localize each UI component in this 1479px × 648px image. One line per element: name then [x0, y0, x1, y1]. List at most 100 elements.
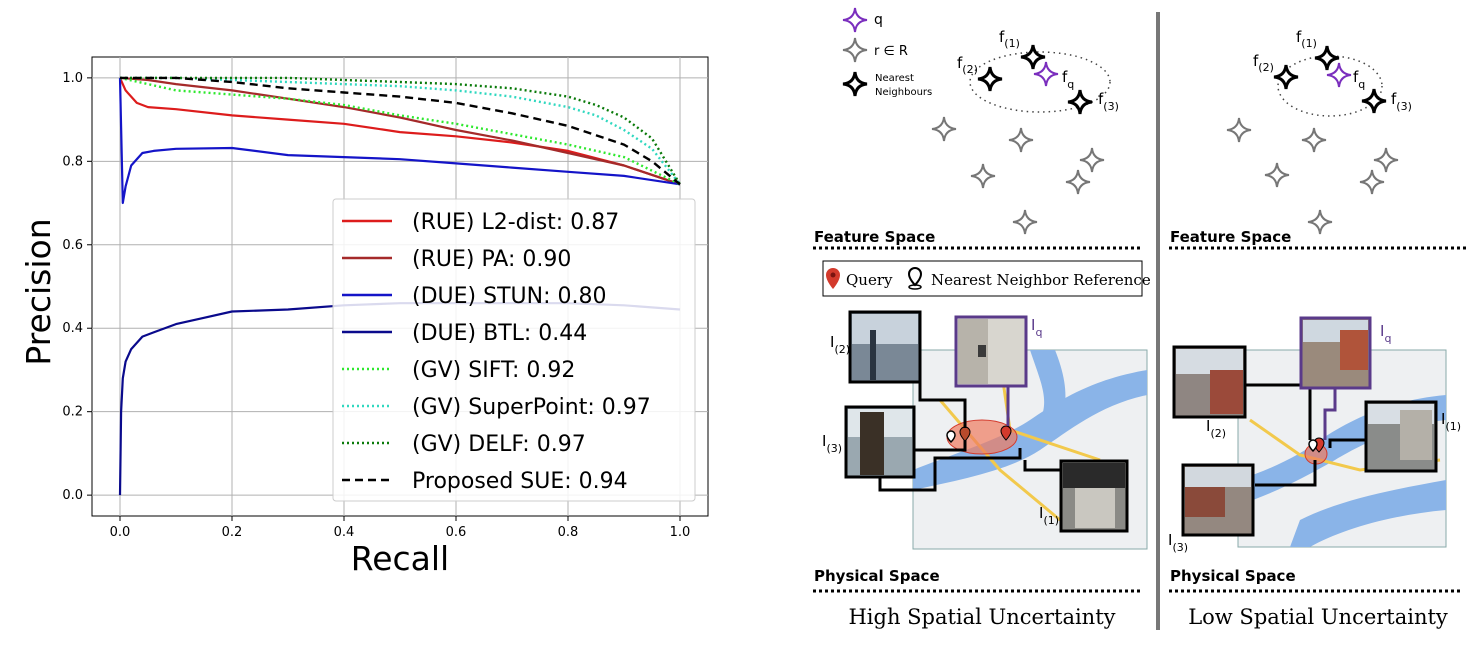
photo-i1	[1364, 400, 1438, 473]
y-tick-label: 0.6	[62, 238, 83, 253]
series-line-6	[120, 76, 682, 185]
map-legend-nn: Nearest Neighbor Reference	[931, 271, 1151, 289]
physical-space-label: Physical Space	[814, 567, 940, 585]
uncertainty-diagram: q r ∈ R Nearest Neighbours f(1) f(2) fq …	[813, 7, 1468, 630]
ref-star-icon	[1226, 117, 1252, 143]
legend-label-4: (GV) SIFT: 0.92	[412, 358, 575, 383]
nn-star-icon	[842, 71, 868, 97]
physical-space-high: I(2) Iq I(3) I(1) Physical Space High Sp…	[813, 310, 1148, 629]
i3-label: I(3)	[822, 432, 842, 455]
physical-space-low: Iq I(2) I(1) I(3) Physical Space Low Spa…	[1168, 316, 1462, 629]
y-tick-label: 0.8	[62, 154, 83, 169]
feature-space-label: Feature Space	[1170, 228, 1291, 246]
ref-star-icon	[1301, 127, 1327, 153]
f3-label: f(3)	[1098, 90, 1119, 113]
f1-label: f(1)	[1296, 28, 1317, 50]
map-river	[1030, 350, 1066, 425]
legend-label-0: (RUE) L2-dist: 0.87	[412, 210, 619, 235]
y-tick-label: 0.4	[62, 321, 83, 336]
legend-query-label: q	[874, 12, 883, 28]
map-legend-query: Query	[846, 271, 893, 289]
fq-label: fq	[1353, 68, 1365, 91]
y-ticks: 0.0 0.2 0.4 0.6 0.8 1.0	[62, 71, 92, 503]
legend-entries: (RUE) L2-dist: 0.87 (RUE) PA: 0.90 (DUE) S…	[342, 210, 651, 494]
series-line-5	[120, 76, 681, 186]
nn-star-2-icon	[977, 66, 1003, 92]
query-pin-icon	[826, 268, 840, 289]
pr-chart: 0.0 0.2 0.4 0.6 0.8 1.0 0.0 0.2 0.4 0.6 0.8 1.0 Re…	[19, 56, 709, 578]
y-tick-label: 0.0	[62, 488, 83, 503]
series-line-2	[118, 77, 681, 205]
query-pin-dot	[830, 272, 836, 278]
ref-star-icon	[1008, 127, 1034, 153]
query-star-icon	[842, 7, 868, 33]
series-line-0	[118, 77, 681, 186]
query-pin-icon	[1000, 425, 1012, 441]
connector-line	[1328, 438, 1366, 448]
legend-nn-label-2: Neighbours	[875, 87, 932, 98]
i1-label: I(1)	[1039, 504, 1059, 527]
photo-iq	[954, 315, 1028, 388]
photo-i1	[1059, 459, 1129, 533]
ref-star-icon	[1359, 169, 1385, 195]
ref-star-icon	[970, 163, 996, 189]
iq-label: Iq	[1031, 316, 1042, 339]
legend-label-3: (DUE) BTL: 0.44	[412, 321, 587, 346]
ref-star-icon	[1079, 147, 1105, 173]
legend-label-2: (DUE) STUN: 0.80	[412, 284, 606, 309]
nn-ellipse	[1277, 55, 1383, 117]
i2-label: I(2)	[830, 333, 850, 356]
x-tick-label: 0.6	[446, 525, 467, 540]
ref-star-icon	[1012, 209, 1038, 235]
map-legend-box	[822, 260, 1143, 297]
f2-label: f(2)	[957, 54, 978, 76]
y-axis-label: Precision	[19, 218, 58, 365]
x-tick-label: 0.8	[558, 525, 579, 540]
nn-pin-base	[908, 284, 922, 290]
i3-label: I(3)	[1168, 531, 1188, 554]
connector-line	[915, 440, 967, 452]
map-river	[913, 370, 1147, 490]
feature-space-high: f(1) f(2) fq f(3) Feature Space	[813, 28, 1143, 250]
nn-star-1-icon	[1020, 44, 1046, 70]
nn-star-1-icon	[1314, 45, 1340, 71]
y-tick-label: 1.0	[62, 71, 83, 86]
x-tick-label: 1.0	[670, 525, 691, 540]
nn-star-3-icon	[1067, 89, 1093, 115]
reference-star-icon	[842, 37, 868, 63]
x-ticks: 0.0 0.2 0.4 0.6 0.8 1.0	[110, 516, 691, 540]
f3-label: f(3)	[1391, 90, 1412, 113]
right-caption: Low Spatial Uncertainty	[1188, 605, 1448, 629]
map-legend: Query Nearest Neighbor Reference	[822, 260, 1151, 297]
f2-label: f(2)	[1253, 52, 1274, 74]
photo-i2	[1172, 345, 1247, 419]
feature-space-label: Feature Space	[814, 228, 935, 246]
map-river	[1290, 480, 1446, 547]
x-tick-label: 0.2	[222, 525, 243, 540]
photo-i3	[844, 405, 916, 479]
query-star-icon	[1326, 62, 1352, 88]
i1-label: I(1)	[1441, 410, 1461, 433]
legend-label-5: (GV) SuperPoint: 0.97	[412, 395, 651, 420]
symbol-legend: q r ∈ R Nearest Neighbours	[842, 7, 932, 98]
nn-pin-icon	[1308, 439, 1318, 453]
nn-ellipse	[969, 51, 1111, 113]
legend-label-1: (RUE) PA: 0.90	[412, 247, 571, 272]
photo-iq	[1299, 316, 1372, 390]
legend-reference-label: r ∈ R	[874, 44, 908, 59]
connector-line	[1323, 389, 1337, 440]
x-tick-label: 0.0	[110, 525, 131, 540]
x-axis-label: Recall	[351, 539, 449, 578]
ref-star-icon	[1065, 169, 1091, 195]
legend-label-6: (GV) DELF: 0.97	[412, 432, 586, 457]
physical-space-label: Physical Space	[1170, 567, 1296, 585]
series-line-1	[119, 76, 681, 186]
ref-star-icon	[931, 116, 957, 142]
connector-line	[878, 448, 1022, 492]
i2-label: I(2)	[1206, 417, 1226, 440]
photo-i3	[1181, 463, 1255, 537]
ref-star-icon	[1307, 209, 1333, 235]
feature-space-low: f(1) f(2) fq f(3) Feature Space	[1169, 28, 1468, 250]
ref-star-icon	[1373, 147, 1399, 173]
nn-star-2-icon	[1273, 64, 1299, 90]
